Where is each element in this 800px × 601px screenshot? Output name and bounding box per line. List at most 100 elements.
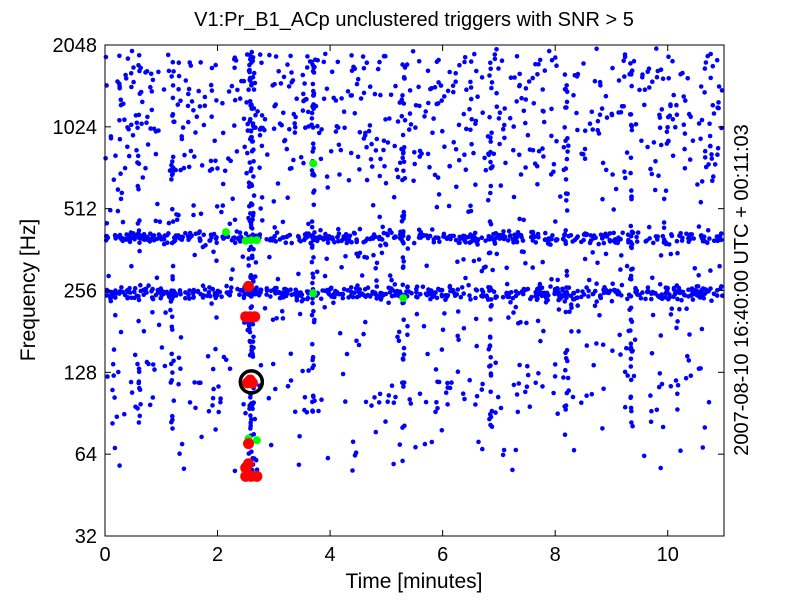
trigger-point <box>657 125 663 130</box>
trigger-point <box>322 288 328 294</box>
trigger-point <box>186 292 191 298</box>
trigger-point <box>198 211 204 217</box>
trigger-point <box>649 351 655 356</box>
trigger-point <box>501 447 507 453</box>
trigger-point <box>270 317 276 323</box>
trigger-point <box>108 134 114 139</box>
trigger-point <box>653 234 659 239</box>
trigger-point <box>247 218 252 223</box>
trigger-point <box>110 361 116 367</box>
trigger-point <box>400 155 406 161</box>
trigger-point <box>187 400 193 405</box>
trigger-point <box>229 83 235 89</box>
trigger-point <box>354 239 360 245</box>
trigger-point <box>594 281 599 287</box>
trigger-point <box>422 114 427 119</box>
trigger-point <box>228 289 233 294</box>
red-trigger-point <box>243 280 254 292</box>
trigger-point <box>674 238 680 244</box>
trigger-point <box>310 141 316 146</box>
trigger-point <box>169 177 174 182</box>
trigger-point <box>135 153 141 159</box>
trigger-point <box>629 188 634 193</box>
trigger-point <box>243 410 248 416</box>
trigger-point <box>644 238 649 243</box>
trigger-point <box>624 263 630 269</box>
trigger-point <box>251 87 257 92</box>
trigger-point <box>241 402 246 407</box>
trigger-point <box>121 101 126 107</box>
trigger-point <box>584 343 590 348</box>
trigger-point <box>194 114 200 119</box>
trigger-point <box>564 208 570 213</box>
trigger-point <box>698 136 703 142</box>
trigger-point <box>179 441 185 447</box>
trigger-point <box>291 157 296 163</box>
trigger-point <box>266 395 272 401</box>
trigger-point <box>288 351 294 357</box>
trigger-point <box>346 295 351 300</box>
trigger-point <box>125 144 130 150</box>
trigger-point <box>392 292 398 298</box>
trigger-point <box>330 237 336 242</box>
trigger-point <box>551 390 556 396</box>
trigger-point <box>210 395 216 401</box>
trigger-point <box>528 234 534 240</box>
trigger-point <box>322 305 328 310</box>
trigger-point <box>310 171 316 177</box>
trigger-point <box>617 332 622 338</box>
trigger-point <box>714 57 720 63</box>
trigger-point <box>457 234 463 240</box>
trigger-point <box>211 249 216 255</box>
trigger-point <box>283 240 289 245</box>
trigger-point <box>629 196 634 202</box>
trigger-point <box>720 293 725 299</box>
trigger-point <box>549 277 554 282</box>
trigger-point <box>287 127 292 132</box>
trigger-point <box>540 146 545 151</box>
trigger-point <box>523 120 528 126</box>
trigger-point <box>130 133 136 138</box>
trigger-point <box>487 343 493 348</box>
trigger-point <box>118 171 123 176</box>
trigger-point <box>455 259 460 265</box>
trigger-point <box>110 421 115 426</box>
trigger-point <box>669 306 675 312</box>
trigger-point <box>468 208 474 214</box>
trigger-point <box>311 275 316 280</box>
trigger-point <box>137 413 143 419</box>
trigger-point <box>140 175 146 180</box>
trigger-point <box>343 232 349 237</box>
trigger-point <box>455 309 461 314</box>
trigger-point <box>377 391 383 397</box>
trigger-point <box>274 230 280 235</box>
trigger-point <box>186 91 191 97</box>
y-axis-label: Frequency [Hz] <box>17 219 40 361</box>
trigger-point <box>460 391 466 397</box>
trigger-point <box>136 186 141 192</box>
trigger-point <box>258 363 264 368</box>
trigger-point <box>303 125 308 130</box>
trigger-point <box>654 74 660 80</box>
trigger-point <box>262 116 268 122</box>
trigger-point <box>310 357 315 363</box>
trigger-point <box>156 322 162 328</box>
trigger-point <box>641 453 647 459</box>
trigger-point <box>325 240 331 245</box>
trigger-point <box>702 148 708 154</box>
trigger-point <box>197 236 202 241</box>
trigger-point <box>310 271 316 277</box>
trigger-point <box>378 92 383 98</box>
trigger-point <box>284 146 290 152</box>
trigger-point <box>138 236 143 241</box>
trigger-point <box>405 246 411 251</box>
trigger-point <box>212 138 217 144</box>
trigger-point <box>387 116 392 121</box>
trigger-point <box>440 128 445 134</box>
trigger-point <box>537 57 543 63</box>
trigger-point <box>691 236 696 241</box>
trigger-point <box>356 289 361 295</box>
trigger-point <box>417 148 423 154</box>
trigger-point <box>117 84 122 89</box>
trigger-point <box>562 432 568 438</box>
